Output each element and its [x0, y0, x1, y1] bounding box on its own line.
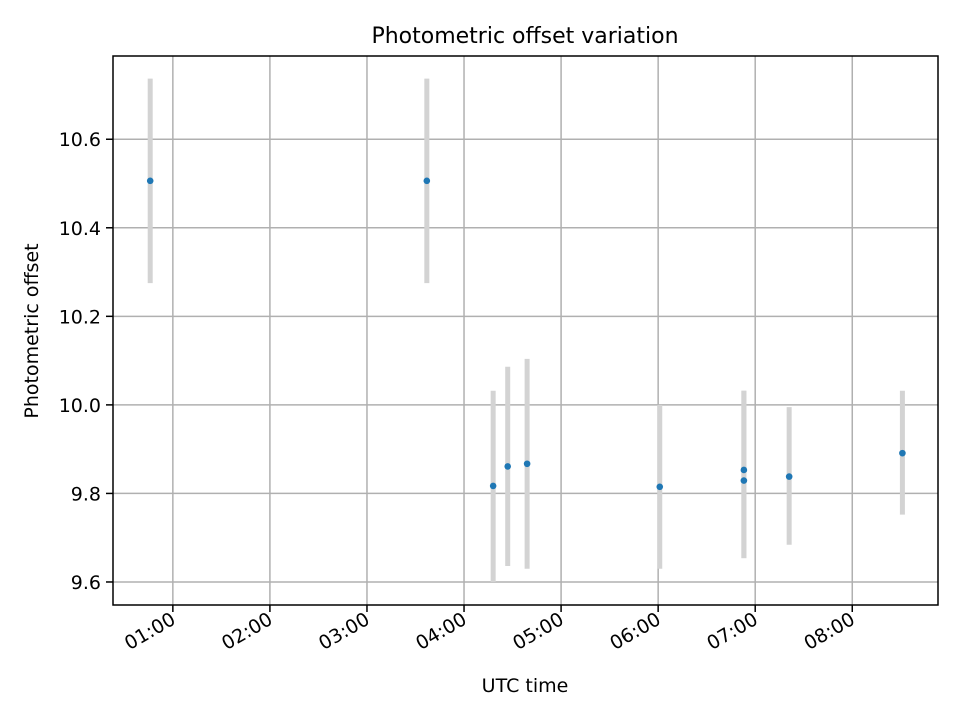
grid [113, 56, 938, 605]
plot-frame [112, 55, 939, 606]
data-point [423, 177, 431, 185]
data-point [785, 473, 793, 480]
data-point [740, 466, 748, 474]
y-axis-label: Photometric offset [21, 243, 43, 418]
chart-title: Photometric offset variation [371, 24, 678, 49]
data-point [146, 177, 154, 185]
y-tick-label: 9.6 [71, 572, 101, 594]
y-tick-label: 10.0 [59, 395, 101, 417]
y-tick-label: 9.8 [71, 483, 101, 505]
data-point [656, 483, 664, 491]
y-tick-label: 10.2 [59, 306, 101, 328]
data-points [146, 177, 906, 491]
data-point [899, 449, 906, 457]
data-point [489, 482, 497, 490]
y-tick-label: 10.4 [59, 218, 101, 240]
data-point [740, 477, 748, 484]
x-axis-label: UTC time [482, 675, 569, 697]
data-point [523, 460, 531, 468]
data-point [504, 463, 512, 470]
y-tick-label: 10.6 [59, 129, 101, 151]
